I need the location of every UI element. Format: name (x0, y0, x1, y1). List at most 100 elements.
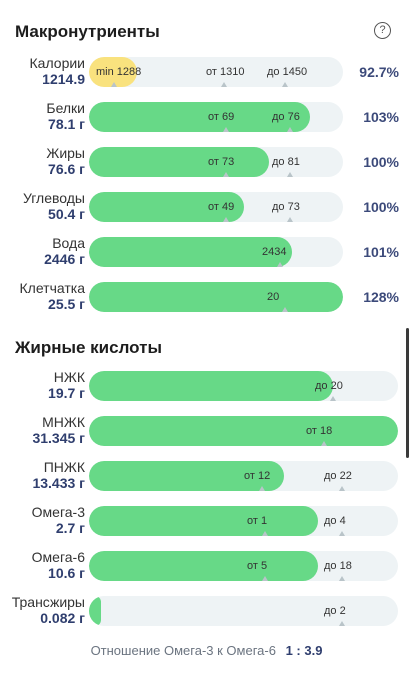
nutrient-row[interactable]: Омега-3 2.7 г от 1 до 4 (0, 501, 413, 541)
range-mark: до 1450 (267, 66, 308, 78)
nutrient-amount: 13.433 г (32, 475, 85, 491)
nutrient-amount: 0.082 г (40, 610, 85, 626)
range-mark: до 81 (272, 156, 300, 168)
nutrient-row[interactable]: Трансжиры 0.082 г до 2 (0, 591, 413, 631)
range-tick (339, 531, 345, 536)
omega-ratio: Отношение Омега-3 к Омега-6 1 : 3.9 (0, 643, 413, 658)
nutrient-label: Трансжиры 0.082 г (5, 594, 85, 626)
nutrient-label: Омега-6 10.6 г (5, 549, 85, 581)
nutrient-amount: 2.7 г (55, 520, 85, 536)
percent-value: 100% (363, 199, 399, 215)
range-tick (221, 82, 227, 87)
nutrient-label: Углеводы 50.4 г (5, 190, 85, 222)
nutrient-label: Калории 1214.9 (5, 55, 85, 87)
nutrient-row[interactable]: Клетчатка 25.5 г 20 128% (0, 277, 413, 317)
nutrient-row[interactable]: МНЖК 31.345 г от 18 (0, 411, 413, 451)
progress-fill (89, 461, 284, 491)
nutrient-name: Вода (52, 235, 85, 251)
progress-fill (89, 237, 292, 267)
nutrient-name: Омега-3 (31, 504, 85, 520)
progress-fill (89, 282, 343, 312)
progress-track: до 20 (89, 371, 398, 401)
range-mark: от 1 (247, 515, 268, 527)
nutrient-amount: 10.6 г (48, 565, 85, 581)
range-tick (223, 127, 229, 132)
nutrient-label: Вода 2446 г (5, 235, 85, 267)
nutrient-amount: 25.5 г (48, 296, 85, 312)
progress-fill (89, 416, 398, 446)
progress-track: от 69 до 76 (89, 102, 343, 132)
omega-ratio-value: 1 : 3.9 (285, 643, 323, 658)
nutrient-row[interactable]: Калории 1214.9 min 1288 от 1310 до 1450 92.7% (0, 52, 413, 92)
nutrient-amount: 1214.9 (42, 71, 85, 87)
range-mark: 20 (267, 291, 280, 303)
nutrient-amount: 50.4 г (48, 206, 85, 222)
nutrient-name: Белки (46, 100, 85, 116)
range-mark: до 22 (324, 470, 352, 482)
range-tick (339, 576, 345, 581)
range-mark: 2434 (262, 246, 287, 258)
range-tick (223, 217, 229, 222)
fatty-acids-title: Жирные кислоты (15, 338, 162, 357)
range-tick (287, 127, 293, 132)
nutrient-label: Омега-3 2.7 г (5, 504, 85, 536)
nutrient-row[interactable]: Вода 2446 г 2434 101% (0, 232, 413, 272)
progress-track: от 18 (89, 416, 398, 446)
nutrient-row[interactable]: Белки 78.1 г от 69 до 76 103% (0, 97, 413, 137)
nutrient-name: Жиры (46, 145, 85, 161)
nutrient-name: Омега-6 (31, 549, 85, 565)
nutrient-name: Углеводы (22, 190, 85, 206)
nutrient-row[interactable]: Жиры 76.6 г от 73 до 81 100% (0, 142, 413, 182)
range-tick (223, 172, 229, 177)
range-mark: до 73 (272, 201, 300, 213)
range-mark: min 1288 (96, 66, 142, 78)
range-tick (262, 531, 268, 536)
omega-ratio-label: Отношение Омега-3 к Омега-6 (90, 643, 276, 658)
range-tick (339, 621, 345, 626)
progress-track: 2434 (89, 237, 343, 267)
range-mark: от 49 (208, 201, 235, 213)
percent-value: 101% (363, 244, 399, 260)
nutrient-row[interactable]: ПНЖК 13.433 г от 12 до 22 (0, 456, 413, 496)
nutrient-label: Клетчатка 25.5 г (5, 280, 85, 312)
nutrient-label: НЖК 19.7 г (5, 369, 85, 401)
range-mark: до 18 (324, 560, 352, 572)
progress-track: от 49 до 73 (89, 192, 343, 222)
nutrient-name: Клетчатка (19, 280, 85, 296)
progress-track: от 1 до 4 (89, 506, 398, 536)
range-tick (287, 172, 293, 177)
progress-fill (89, 192, 244, 222)
range-mark: до 4 (324, 515, 346, 527)
progress-fill (89, 596, 101, 626)
range-tick (262, 576, 268, 581)
percent-value: 103% (363, 109, 399, 125)
nutrient-label: ПНЖК 13.433 г (5, 459, 85, 491)
range-mark: до 2 (324, 605, 346, 617)
nutrient-amount: 76.6 г (48, 161, 85, 177)
macros-title: Макронутриенты (15, 22, 160, 41)
nutrient-name: НЖК (53, 369, 85, 385)
range-tick (259, 486, 265, 491)
percent-value: 100% (363, 154, 399, 170)
nutrient-amount: 19.7 г (48, 385, 85, 401)
range-mark: до 76 (272, 111, 300, 123)
nutrient-row[interactable]: Омега-6 10.6 г от 5 до 18 (0, 546, 413, 586)
help-icon[interactable]: ? (374, 22, 391, 39)
progress-fill (89, 506, 318, 536)
nutrient-row[interactable]: НЖК 19.7 г до 20 (0, 366, 413, 406)
nutrient-row[interactable]: Углеводы 50.4 г от 49 до 73 100% (0, 187, 413, 227)
nutrient-amount: 31.345 г (32, 430, 85, 446)
range-tick (277, 262, 283, 267)
scrollbar[interactable] (406, 328, 409, 458)
progress-track: min 1288 от 1310 до 1450 (89, 57, 343, 87)
range-tick (282, 307, 288, 312)
range-tick (339, 486, 345, 491)
range-mark: от 5 (247, 560, 268, 572)
range-tick (111, 82, 117, 87)
progress-track: от 12 до 22 (89, 461, 398, 491)
nutrient-label: Жиры 76.6 г (5, 145, 85, 177)
nutrient-label: Белки 78.1 г (5, 100, 85, 132)
range-mark: от 73 (208, 156, 235, 168)
percent-value: 92.7% (359, 64, 399, 80)
nutrient-label: МНЖК 31.345 г (5, 414, 85, 446)
